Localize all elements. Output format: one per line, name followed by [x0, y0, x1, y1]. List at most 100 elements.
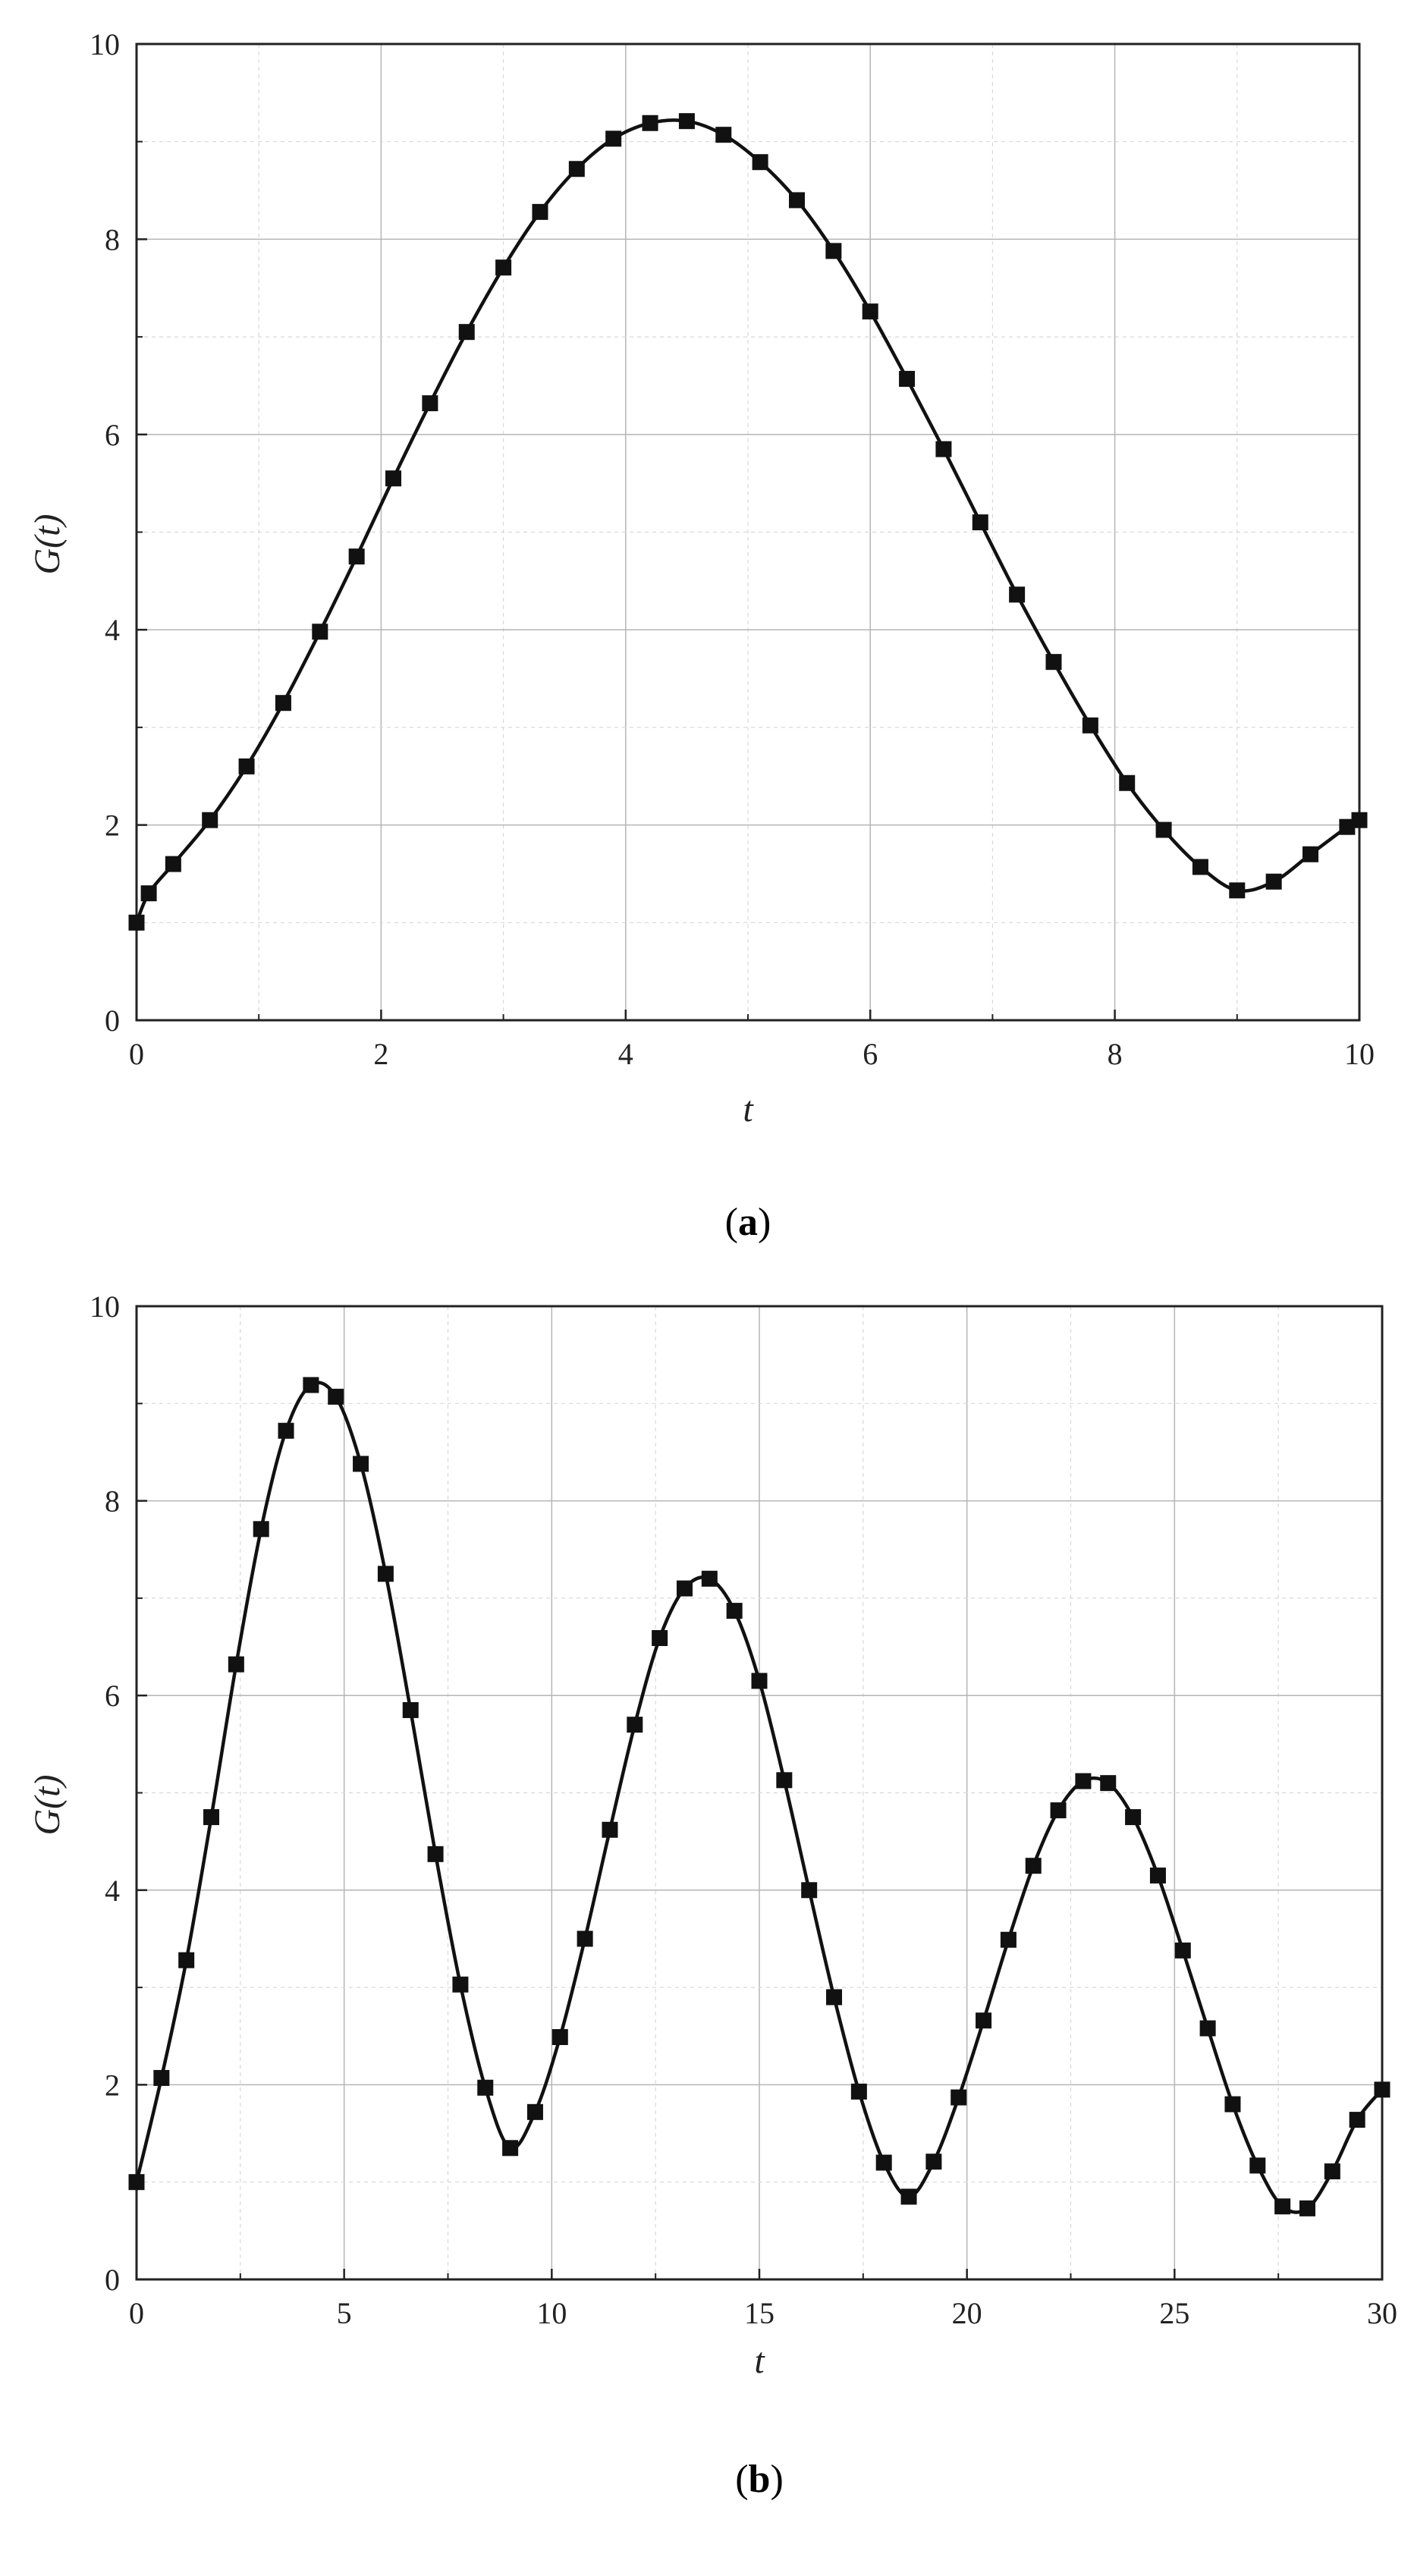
data-point-marker — [652, 1630, 668, 1647]
x-tick-label: 10 — [536, 2296, 567, 2330]
data-point-marker — [377, 1566, 394, 1582]
y-tick-label: 0 — [105, 1004, 120, 1038]
data-point-marker — [1299, 2200, 1315, 2216]
data-point-marker — [202, 812, 218, 828]
axis-ticks — [135, 1305, 1384, 2281]
y-tick-label: 6 — [105, 418, 120, 452]
data-point-marker — [402, 1701, 419, 1718]
data-point-marker — [776, 1772, 793, 1789]
data-point-marker — [972, 514, 988, 531]
data-point-marker — [577, 1930, 593, 1947]
data-point-marker — [275, 695, 291, 712]
data-point-marker — [1249, 2157, 1266, 2174]
data-point-marker — [1100, 1775, 1117, 1792]
data-point-marker — [348, 548, 365, 565]
data-point-marker — [862, 303, 878, 320]
data-point-marker — [140, 885, 157, 902]
data-point-marker — [976, 2012, 992, 2029]
data-point-marker — [1155, 821, 1172, 838]
y-tick-label: 0 — [105, 2263, 120, 2297]
data-point-marker — [1302, 846, 1319, 862]
data-point-marker — [353, 1456, 369, 1472]
data-point-marker — [726, 1603, 743, 1619]
x-tick-label: 2 — [373, 1037, 388, 1071]
x-tick-label: 30 — [1367, 2296, 1397, 2330]
y-axis-title: G(t) — [27, 1775, 68, 1836]
data-point-marker — [477, 2079, 494, 2096]
data-point-marker — [128, 2174, 145, 2191]
data-point-marker — [751, 1673, 768, 1689]
panel-label-close: ) — [770, 2458, 783, 2501]
x-tick-label: 10 — [1344, 1037, 1375, 1071]
x-axis-title: t — [743, 1089, 754, 1129]
data-point-marker — [1025, 1858, 1042, 1874]
panel-label-open: ( — [735, 2458, 748, 2501]
data-point-marker — [935, 441, 952, 457]
panel-label-open: ( — [725, 1201, 738, 1244]
data-point-marker — [1224, 2096, 1241, 2113]
x-axis-title: t — [754, 2341, 765, 2381]
data-point-marker — [788, 192, 805, 209]
data-point-marker — [715, 127, 732, 143]
x-tick-label: 8 — [1108, 1037, 1123, 1071]
y-axis-title: G(t) — [27, 514, 68, 575]
data-point-marker — [602, 1821, 618, 1838]
data-point-marker — [427, 1846, 444, 1862]
x-tick-label: 25 — [1159, 2296, 1189, 2330]
panel-label-letter: b — [749, 2458, 771, 2501]
data-point-marker — [605, 130, 622, 147]
x-tick-label: 0 — [129, 2296, 144, 2330]
data-point-marker — [458, 324, 475, 341]
data-point-marker — [203, 1809, 220, 1826]
y-tick-label: 8 — [105, 1484, 120, 1519]
data-point-marker — [178, 1952, 195, 1968]
panel-label: (a) — [725, 1201, 771, 1244]
data-point-marker — [253, 1521, 269, 1538]
data-point-marker — [1075, 1773, 1092, 1789]
data-point-marker — [642, 115, 658, 131]
chart-panel-b: 0 5 10 15 20 25 30 0 2 4 6 8 10 t G(t) (b) — [27, 1290, 1397, 2501]
data-point-marker — [128, 914, 145, 931]
data-point-marker — [1265, 873, 1282, 890]
data-point-marker — [875, 2154, 892, 2171]
data-point-marker — [678, 113, 695, 130]
x-tick-labels: 0 2 4 6 8 10 — [129, 1037, 1375, 1071]
y-tick-label: 6 — [105, 1679, 120, 1713]
y-tick-label: 8 — [105, 222, 120, 256]
data-point-marker — [752, 154, 768, 171]
data-point-marker — [825, 243, 842, 259]
data-point-marker — [1045, 654, 1062, 671]
data-point-marker — [1349, 2112, 1365, 2128]
data-point-marker — [1082, 717, 1098, 734]
data-point-marker — [900, 2188, 917, 2205]
data-point-marker — [801, 1882, 818, 1899]
data-point-marker — [495, 259, 512, 276]
chart-panel-a: 0 2 4 6 8 10 0 2 4 6 8 10 t G(t) (a) — [27, 27, 1375, 1244]
data-point-marker — [303, 1377, 319, 1393]
data-point-marker — [1374, 2081, 1390, 2098]
data-point-marker — [676, 1580, 693, 1597]
data-point-marker — [1009, 586, 1026, 603]
panel-label: (b) — [735, 2458, 784, 2501]
y-tick-labels: 0 2 4 6 8 10 — [90, 1290, 120, 2297]
data-series — [128, 1377, 1390, 2216]
x-tick-label: 0 — [129, 1037, 144, 1071]
data-series — [128, 113, 1368, 931]
data-point-marker — [532, 203, 548, 220]
data-point-marker — [1324, 2163, 1340, 2180]
data-point-marker — [385, 470, 402, 487]
data-point-marker — [925, 2153, 942, 2170]
data-point-marker — [278, 1422, 294, 1439]
data-point-marker — [568, 161, 585, 177]
y-tick-label: 10 — [90, 27, 120, 61]
x-tick-label: 6 — [863, 1037, 878, 1071]
data-point-marker — [1192, 859, 1208, 875]
data-point-marker — [502, 2140, 519, 2157]
data-point-marker — [228, 1656, 244, 1673]
data-point-marker — [1351, 812, 1368, 828]
data-point-marker — [1119, 774, 1136, 791]
x-tick-label: 5 — [337, 2296, 352, 2330]
data-point-marker — [526, 2103, 543, 2120]
data-point-marker — [422, 395, 438, 412]
